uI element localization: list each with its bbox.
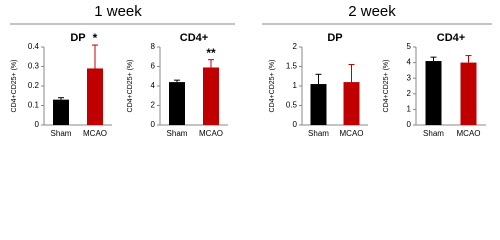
x-tick-label: Sham	[51, 129, 72, 138]
y-tick-label: 0	[151, 120, 156, 129]
bar	[87, 68, 103, 125]
y-tick-label: 4	[151, 81, 156, 90]
y-tick-label: 1.5	[286, 62, 298, 71]
y-tick-label: 2	[151, 101, 156, 110]
y-tick-label: 3	[407, 73, 412, 82]
y-tick-label: 5	[407, 42, 412, 51]
y-tick-label: 0.3	[28, 62, 40, 71]
x-tick-label: MCAO	[340, 129, 364, 138]
chart-title: CD4+	[437, 32, 465, 44]
y-tick-label: 6	[151, 62, 156, 71]
group-heading: 1 week	[94, 3, 142, 20]
y-tick-label: 0.4	[28, 42, 40, 51]
y-tick-label: 0.1	[28, 101, 40, 110]
y-axis-label: CD4+CD25+ (%)	[127, 60, 134, 113]
x-tick-label: Sham	[308, 129, 329, 138]
y-tick-label: 8	[151, 42, 156, 51]
chart-title: DP	[327, 32, 342, 44]
y-tick-label: 0.5	[286, 101, 298, 110]
bar	[460, 62, 477, 125]
y-tick-label: 4	[407, 58, 412, 67]
significance-marker: **	[206, 46, 216, 60]
y-axis-label: CD4+CD25+ (%)	[11, 60, 18, 113]
y-tick-label: 1	[293, 81, 298, 90]
bar	[310, 84, 327, 125]
y-tick-label: 1	[407, 105, 412, 114]
significance-marker: *	[93, 31, 98, 45]
y-axis-label: CD4+CD25+ (%)	[269, 60, 276, 113]
figure: 1 week 2 week DP CD4+CD25+ (%) 0 0.1 0.2 0.3 0…	[10, 3, 492, 138]
x-tick-label: MCAO	[457, 129, 481, 138]
y-tick-label: 2	[293, 42, 298, 51]
bar	[425, 61, 442, 125]
y-tick-label: 0	[35, 120, 40, 129]
chart-title: DP	[70, 32, 85, 44]
chart-title: CD4+	[180, 32, 208, 44]
x-tick-label: MCAO	[83, 129, 107, 138]
y-axis-label: CD4+CD25+ (%)	[383, 60, 390, 113]
group-heading: 2 week	[348, 3, 396, 20]
bar	[203, 67, 219, 125]
bar	[343, 82, 360, 125]
bar	[169, 82, 185, 125]
x-tick-label: Sham	[167, 129, 188, 138]
y-tick-label: 0	[407, 120, 412, 129]
x-tick-label: Sham	[423, 129, 444, 138]
y-tick-label: 2	[407, 89, 412, 98]
bar	[53, 99, 69, 125]
x-tick-label: MCAO	[199, 129, 223, 138]
y-tick-label: 0	[293, 120, 298, 129]
y-tick-label: 0.2	[28, 81, 40, 90]
